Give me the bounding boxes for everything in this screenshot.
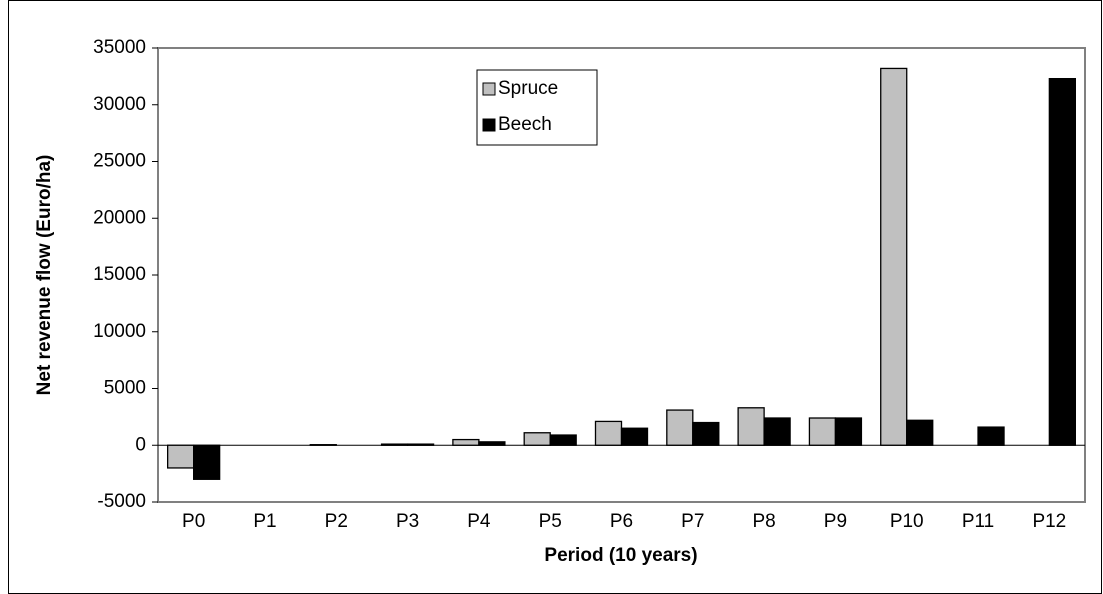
bar (309, 444, 337, 446)
y-axis-title: Net revenue flow (Euro/ha) (34, 155, 55, 396)
bar (737, 407, 765, 446)
bar (167, 444, 195, 469)
y-tick-label: 15000 (93, 264, 146, 285)
x-tick-label: P0 (182, 511, 205, 532)
x-tick-label: P6 (610, 511, 633, 532)
bar (906, 419, 934, 446)
x-tick-label: P7 (681, 511, 704, 532)
legend-swatch (482, 82, 496, 96)
y-tick-label: 5000 (104, 378, 146, 399)
x-tick-label: P12 (1032, 511, 1066, 532)
legend-label: Spruce (498, 78, 558, 99)
x-tick-label: P5 (539, 511, 562, 532)
legend-swatch (482, 118, 496, 132)
y-tick-label: 30000 (93, 94, 146, 115)
bar (620, 427, 649, 446)
y-tick-label: 0 (135, 434, 146, 455)
bar (666, 409, 694, 446)
bar (808, 417, 837, 446)
x-axis-title: Period (10 years) (544, 545, 697, 566)
bar (549, 434, 577, 446)
y-tick-label: 20000 (93, 207, 146, 228)
x-tick-label: P4 (467, 511, 491, 532)
bar (763, 417, 791, 446)
bar (1048, 77, 1076, 446)
y-tick-label: 35000 (93, 37, 146, 58)
x-tick-label: P8 (752, 511, 775, 532)
bar (692, 421, 720, 446)
legend-label: Beech (498, 114, 552, 135)
x-tick-label: P1 (253, 511, 276, 532)
bar (523, 432, 551, 446)
bar (452, 438, 480, 446)
x-tick-label: P2 (325, 511, 348, 532)
x-tick-label: P10 (890, 511, 924, 532)
bar (478, 441, 506, 446)
bar (193, 444, 221, 480)
y-tick-label: 10000 (93, 321, 146, 342)
bar (594, 420, 623, 446)
y-tick-label: 25000 (93, 151, 146, 172)
bar (380, 443, 409, 446)
bar (880, 67, 908, 446)
bar (977, 426, 1005, 446)
x-tick-label: P11 (962, 511, 994, 532)
x-tick-label: P3 (396, 511, 419, 532)
y-tick-label: -5000 (97, 491, 146, 512)
bar (406, 443, 435, 446)
legend-box (476, 69, 598, 146)
x-tick-label: P9 (824, 511, 847, 532)
bar (834, 417, 863, 446)
